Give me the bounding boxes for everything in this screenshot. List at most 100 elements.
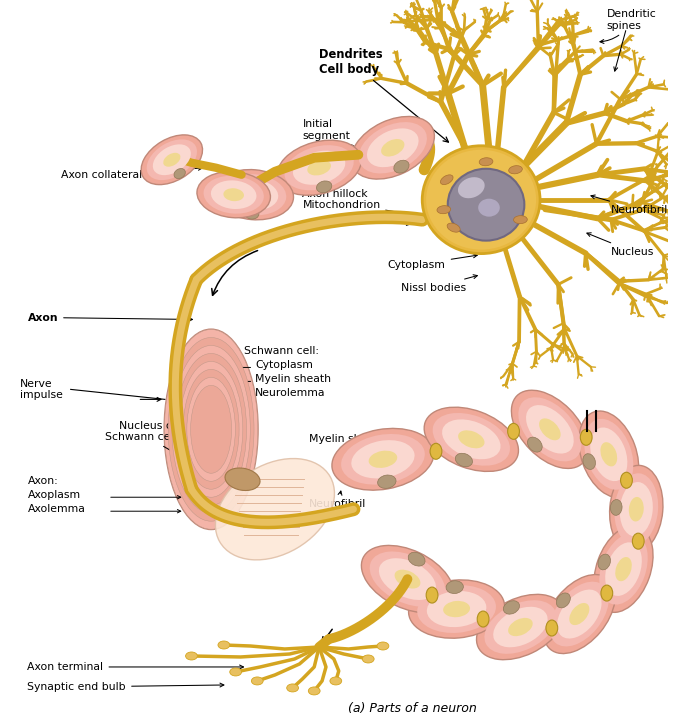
- Ellipse shape: [569, 603, 590, 625]
- Ellipse shape: [293, 151, 345, 185]
- Ellipse shape: [153, 144, 191, 175]
- Ellipse shape: [190, 386, 232, 473]
- Ellipse shape: [443, 601, 470, 617]
- Ellipse shape: [583, 454, 596, 470]
- Ellipse shape: [528, 437, 542, 452]
- Text: Axon collateral: Axon collateral: [61, 166, 202, 180]
- Text: Axon: Axon: [27, 313, 192, 323]
- Ellipse shape: [330, 677, 342, 685]
- Text: Initial
segment: Initial segment: [303, 119, 360, 150]
- Ellipse shape: [426, 150, 536, 250]
- Ellipse shape: [341, 434, 425, 485]
- Ellipse shape: [580, 429, 592, 445]
- Ellipse shape: [174, 168, 186, 179]
- Ellipse shape: [594, 526, 653, 612]
- Ellipse shape: [220, 174, 286, 215]
- Ellipse shape: [456, 453, 473, 467]
- Text: Cytoplasm: Cytoplasm: [255, 361, 313, 371]
- Ellipse shape: [203, 176, 264, 214]
- Ellipse shape: [442, 419, 500, 459]
- Text: Neurofibril: Neurofibril: [309, 491, 367, 509]
- Ellipse shape: [478, 199, 500, 217]
- Ellipse shape: [277, 141, 361, 195]
- Text: Schwann cell:: Schwann cell:: [243, 346, 318, 356]
- Ellipse shape: [446, 581, 463, 594]
- Ellipse shape: [629, 497, 644, 521]
- Text: Neurolemma: Neurolemma: [255, 389, 326, 399]
- Ellipse shape: [358, 122, 427, 174]
- Ellipse shape: [447, 168, 524, 241]
- Ellipse shape: [377, 475, 396, 488]
- Ellipse shape: [430, 443, 442, 460]
- Ellipse shape: [351, 116, 435, 179]
- Ellipse shape: [377, 642, 389, 650]
- Ellipse shape: [352, 440, 415, 478]
- Ellipse shape: [242, 188, 265, 201]
- Text: Axon terminal: Axon terminal: [27, 662, 243, 672]
- Ellipse shape: [543, 574, 615, 654]
- Ellipse shape: [557, 589, 602, 639]
- Ellipse shape: [546, 620, 558, 636]
- Ellipse shape: [518, 397, 581, 462]
- Ellipse shape: [225, 468, 260, 490]
- Ellipse shape: [437, 206, 451, 214]
- Ellipse shape: [361, 546, 454, 613]
- Ellipse shape: [213, 170, 294, 220]
- Text: Axon hillock
Mitochondrion: Axon hillock Mitochondrion: [303, 189, 381, 211]
- Ellipse shape: [432, 413, 510, 465]
- Ellipse shape: [621, 473, 632, 488]
- Ellipse shape: [172, 346, 250, 513]
- Ellipse shape: [218, 641, 230, 649]
- Ellipse shape: [381, 139, 405, 156]
- Text: Dendritic
spines: Dendritic spines: [600, 9, 657, 44]
- Text: Myelin sheath: Myelin sheath: [255, 374, 331, 384]
- Text: Axon:: Axon:: [27, 476, 58, 486]
- Ellipse shape: [427, 591, 486, 627]
- Ellipse shape: [168, 338, 254, 521]
- Text: Nissl bodies: Nissl bodies: [401, 275, 477, 293]
- Ellipse shape: [426, 587, 438, 603]
- Text: Myelin sheath gap: Myelin sheath gap: [309, 435, 438, 455]
- Ellipse shape: [175, 353, 247, 505]
- Ellipse shape: [216, 459, 335, 560]
- Ellipse shape: [615, 557, 632, 581]
- Ellipse shape: [601, 585, 613, 601]
- Text: Cytoplasm: Cytoplasm: [388, 254, 477, 270]
- Ellipse shape: [605, 542, 642, 596]
- Ellipse shape: [441, 175, 453, 184]
- Ellipse shape: [147, 139, 197, 180]
- Ellipse shape: [600, 442, 617, 467]
- Ellipse shape: [224, 189, 244, 201]
- Ellipse shape: [287, 684, 299, 692]
- Ellipse shape: [550, 581, 609, 647]
- Ellipse shape: [458, 430, 485, 448]
- Ellipse shape: [484, 600, 556, 654]
- Ellipse shape: [362, 655, 374, 663]
- Ellipse shape: [615, 473, 658, 545]
- Ellipse shape: [228, 179, 278, 210]
- Ellipse shape: [590, 427, 628, 481]
- Text: Nucleus: Nucleus: [587, 233, 654, 257]
- Ellipse shape: [479, 158, 493, 166]
- Text: Dendrites
Cell body: Dendrites Cell body: [319, 48, 448, 142]
- Ellipse shape: [408, 552, 425, 566]
- Ellipse shape: [316, 181, 332, 193]
- Ellipse shape: [367, 128, 419, 167]
- Ellipse shape: [197, 171, 271, 218]
- Ellipse shape: [187, 377, 235, 481]
- Ellipse shape: [332, 429, 434, 490]
- Ellipse shape: [186, 652, 197, 660]
- Ellipse shape: [284, 145, 354, 190]
- Ellipse shape: [183, 369, 239, 489]
- Ellipse shape: [556, 593, 571, 608]
- Ellipse shape: [163, 153, 180, 167]
- Text: Nerve
impulse: Nerve impulse: [20, 379, 63, 400]
- Ellipse shape: [579, 411, 639, 498]
- Ellipse shape: [418, 585, 496, 633]
- Ellipse shape: [307, 160, 331, 176]
- Ellipse shape: [509, 166, 522, 174]
- Ellipse shape: [369, 451, 397, 468]
- Ellipse shape: [180, 361, 243, 497]
- Ellipse shape: [599, 533, 648, 604]
- Ellipse shape: [619, 482, 653, 536]
